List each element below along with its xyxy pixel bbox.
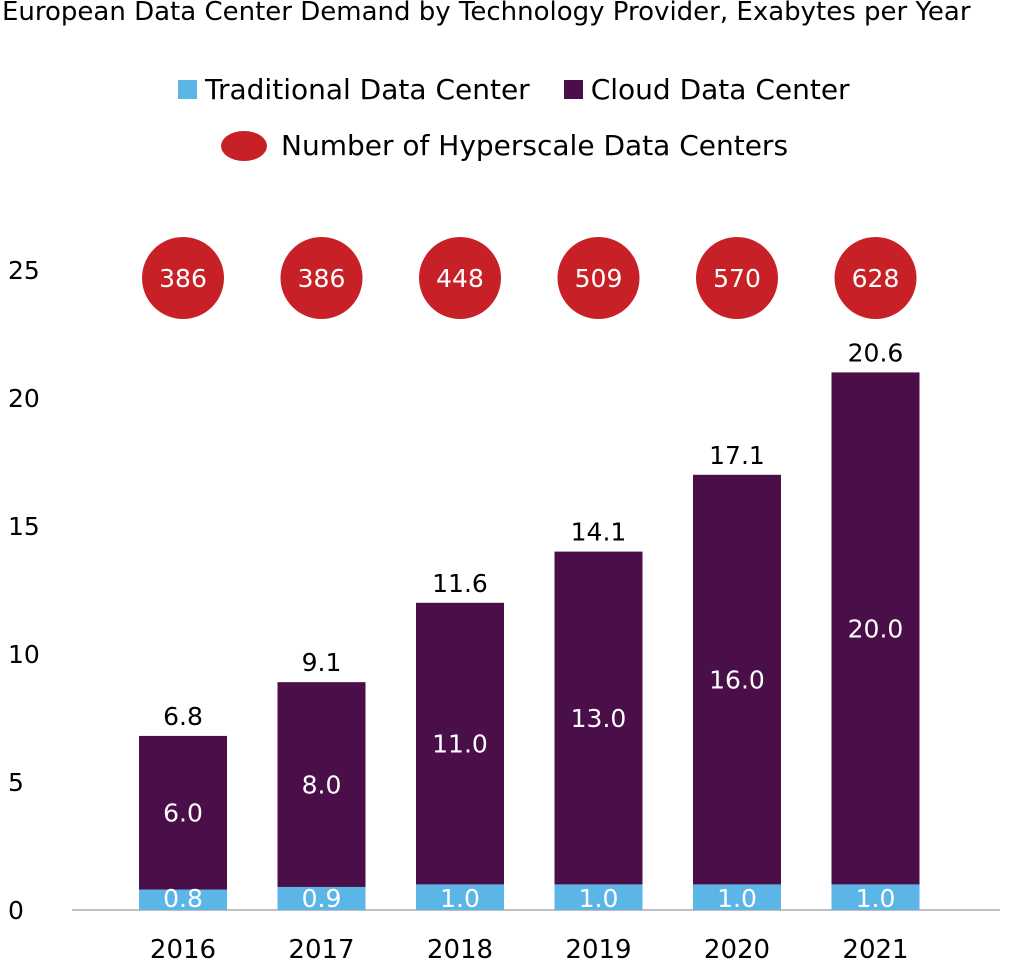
bar-traditional [554, 884, 643, 910]
y-tick-label: 25 [8, 256, 40, 285]
hyperscale-bubble [557, 237, 640, 319]
hyperscale-bubble [142, 237, 224, 319]
y-tick-label: 5 [8, 768, 24, 797]
legend-row-1: Traditional Data Center Cloud Data Cente… [178, 73, 884, 106]
bar-traditional [277, 886, 366, 910]
x-tick-label: 2020 [704, 935, 770, 963]
label-total: 9.1 [302, 648, 342, 677]
chart-title: European Data Center Demand by Technolog… [2, 0, 971, 27]
legend-item-traditional: Traditional Data Center [178, 73, 530, 106]
y-tick-label: 20 [8, 384, 40, 413]
bar-cloud [554, 551, 643, 885]
label-total: 11.6 [432, 569, 488, 598]
legend-label-traditional: Traditional Data Center [205, 73, 530, 106]
label-cloud: 13.0 [571, 704, 627, 733]
hyperscale-bubble [280, 237, 363, 319]
label-traditional: 0.9 [302, 884, 342, 913]
label-traditional: 1.0 [440, 884, 480, 913]
label-cloud: 8.0 [302, 771, 342, 800]
bar-cloud [416, 602, 504, 885]
x-tick-label: 2016 [150, 935, 216, 963]
y-tick-label: 10 [8, 640, 40, 669]
legend-item-cloud: Cloud Data Center [563, 73, 850, 106]
hyperscale-bubble [834, 237, 917, 319]
label-cloud: 20.0 [848, 614, 904, 643]
bar-traditional [416, 884, 504, 910]
x-tick-label: 2019 [565, 935, 631, 963]
bar-traditional [693, 884, 781, 910]
legend-label-hyperscale: Number of Hyperscale Data Centers [281, 129, 789, 162]
bar-cloud [831, 372, 920, 885]
hyperscale-count: 386 [159, 264, 207, 293]
hyperscale-count: 570 [713, 264, 761, 293]
label-traditional: 0.8 [163, 884, 203, 913]
legend-row-2: Number of Hyperscale Data Centers [221, 129, 822, 162]
legend-oval-hyperscale [221, 130, 267, 161]
label-total: 17.1 [709, 441, 765, 470]
hyperscale-bubble [419, 237, 501, 319]
label-traditional: 1.0 [856, 884, 896, 913]
x-tick-label: 2021 [842, 935, 908, 963]
x-tick-label: 2018 [427, 935, 493, 963]
label-traditional: 1.0 [579, 884, 619, 913]
label-traditional: 1.0 [717, 884, 757, 913]
hyperscale-count: 509 [575, 264, 623, 293]
hyperscale-count: 386 [298, 264, 346, 293]
hyperscale-bubble [696, 237, 778, 319]
x-tick-label: 2017 [288, 935, 354, 963]
legend-item-hyperscale: Number of Hyperscale Data Centers [221, 129, 788, 162]
y-tick-label: 15 [8, 512, 40, 541]
label-total: 20.6 [848, 338, 904, 367]
label-total: 6.8 [163, 702, 203, 731]
label-total: 14.1 [571, 518, 627, 547]
hyperscale-count: 448 [436, 264, 484, 293]
legend-swatch-traditional [178, 80, 197, 99]
y-tick-label: 0 [8, 896, 24, 925]
hyperscale-count: 628 [852, 264, 900, 293]
bar-traditional [831, 884, 920, 910]
bar-cloud [693, 474, 781, 885]
label-cloud: 11.0 [432, 730, 488, 759]
bar-cloud [139, 735, 227, 890]
legend-swatch-cloud [563, 80, 583, 99]
label-cloud: 6.0 [163, 799, 203, 828]
legend-label-cloud: Cloud Data Center [590, 73, 850, 106]
label-cloud: 16.0 [709, 666, 765, 695]
bar-cloud [277, 682, 366, 887]
bar-traditional [139, 889, 227, 910]
